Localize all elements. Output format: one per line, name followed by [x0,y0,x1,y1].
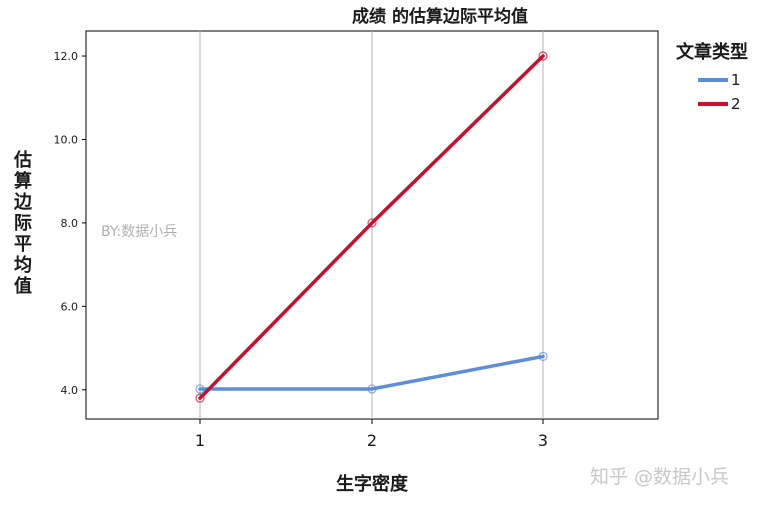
y-tick-label-12.0: 12.0 [54,50,79,63]
data-point-series-2-x3 [538,51,548,61]
legend-item-series-1: 1 [698,71,741,89]
legend-swatch-series-1 [698,78,728,82]
series-line-1 [198,354,545,391]
y-tick-label-4.0: 4.0 [61,384,79,397]
legend-title: 文章类型 [676,42,748,63]
data-point-series-2-x2 [367,218,377,228]
y-tick-label-10.0: 10.0 [54,133,79,146]
y-tick-label-6.0: 6.0 [61,300,79,313]
source-watermark: 知乎 @数据小兵 [590,466,730,488]
x-tick-label-3: 3 [538,431,548,450]
series-line-2 [198,54,545,400]
data-point-series-1-x1 [195,384,205,394]
data-point-series-2-x1 [195,393,205,403]
y-axis-label: 估算边际平均值 [14,150,32,297]
legend-swatch-series-2 [698,102,728,106]
watermark-text: BY:数据小兵 [101,224,178,240]
data-point-series-1-x3 [538,351,548,362]
legend-item-series-2: 2 [698,95,741,113]
x-tick-label-2: 2 [367,431,377,450]
x-tick-label-1: 1 [195,431,205,450]
legend-label-series-2: 2 [731,95,741,113]
y-tick-label-8.0: 8.0 [61,217,79,230]
legend-label-series-1: 1 [731,71,741,89]
x-axis-label: 生字密度 [336,474,408,495]
data-point-series-1-x2 [367,384,377,394]
chart-title: 成绩 的估算边际平均值 [352,7,528,27]
